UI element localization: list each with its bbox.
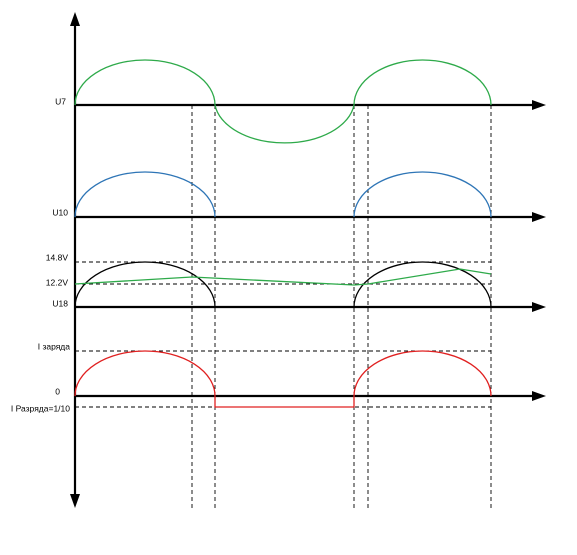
label: U18	[52, 298, 68, 308]
dashed-levels	[75, 261, 491, 408]
battery-voltage	[74, 268, 492, 286]
label: 0	[55, 386, 60, 396]
u10-wave	[74, 171, 492, 218]
u18-wave	[74, 261, 492, 308]
label: 14.8V	[46, 252, 69, 262]
label: I заряда	[38, 341, 71, 351]
axes	[70, 12, 546, 508]
label: U7	[55, 96, 66, 106]
dashed-verticals	[191, 105, 492, 510]
u7-wave	[74, 59, 492, 144]
label: 12.2V	[46, 277, 69, 287]
label: I Разряда=1/10	[11, 403, 70, 413]
label: U10	[52, 207, 68, 217]
current-wave	[74, 350, 492, 408]
